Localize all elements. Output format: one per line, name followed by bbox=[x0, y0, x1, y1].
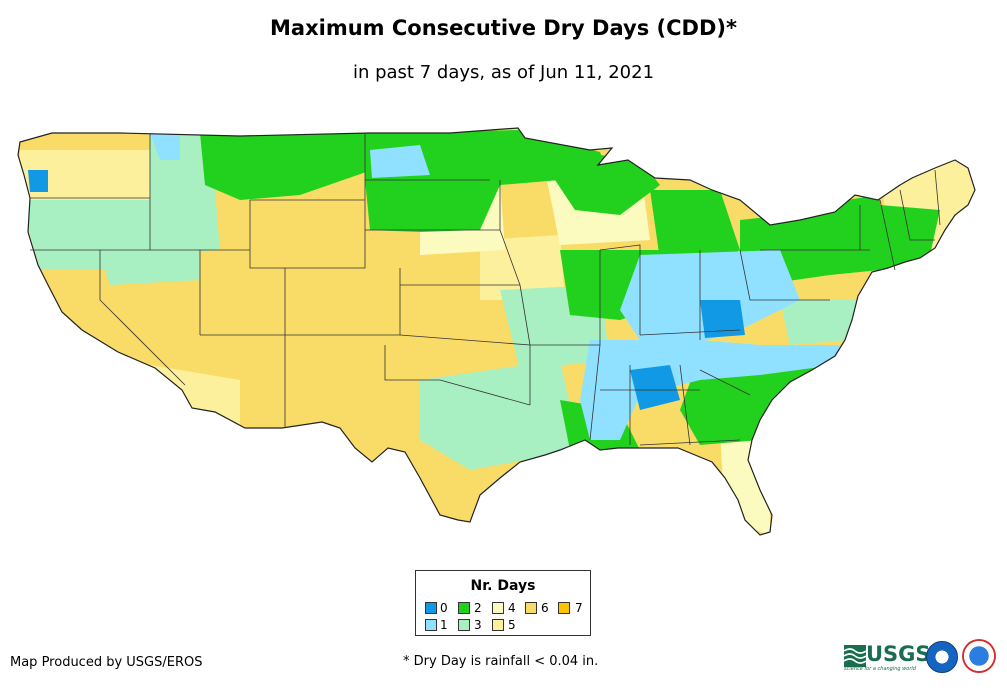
usgs-wave-icon bbox=[844, 645, 866, 667]
legend-swatch bbox=[492, 619, 504, 631]
legend-label: 5 bbox=[508, 618, 516, 632]
noaa-logo bbox=[926, 641, 958, 673]
legend-title: Nr. Days bbox=[470, 578, 536, 594]
legend-label: 3 bbox=[474, 618, 482, 632]
usgs-logo: USGS science for a changing world bbox=[844, 642, 931, 672]
legend-label: 4 bbox=[508, 601, 516, 615]
map-title: Maximum Consecutive Dry Days (CDD)* bbox=[270, 16, 737, 40]
footnote-text: * Dry Day is rainfall < 0.04 in. bbox=[403, 654, 599, 669]
legend-label: 7 bbox=[575, 601, 583, 615]
usgs-wordmark: USGS bbox=[866, 642, 931, 666]
legend-swatch bbox=[458, 619, 470, 631]
legend-label: 2 bbox=[474, 601, 482, 615]
legend-label: 0 bbox=[440, 601, 448, 615]
map-subtitle: in past 7 days, as of Jun 11, 2021 bbox=[352, 62, 655, 83]
legend-swatch bbox=[558, 602, 570, 614]
legend-label: 1 bbox=[440, 618, 448, 632]
legend-label: 6 bbox=[541, 601, 549, 615]
legend-swatch bbox=[492, 602, 504, 614]
legend-swatch bbox=[425, 602, 437, 614]
legend-swatch bbox=[525, 602, 537, 614]
legend: Nr. Days 0 2 4 6 7 1 3 5 bbox=[415, 570, 591, 636]
usgs-tagline: science for a changing world bbox=[844, 666, 916, 672]
legend-swatch bbox=[425, 619, 437, 631]
credit-text: Map Produced by USGS/EROS bbox=[10, 655, 203, 670]
nws-logo bbox=[962, 639, 996, 673]
legend-swatch bbox=[458, 602, 470, 614]
